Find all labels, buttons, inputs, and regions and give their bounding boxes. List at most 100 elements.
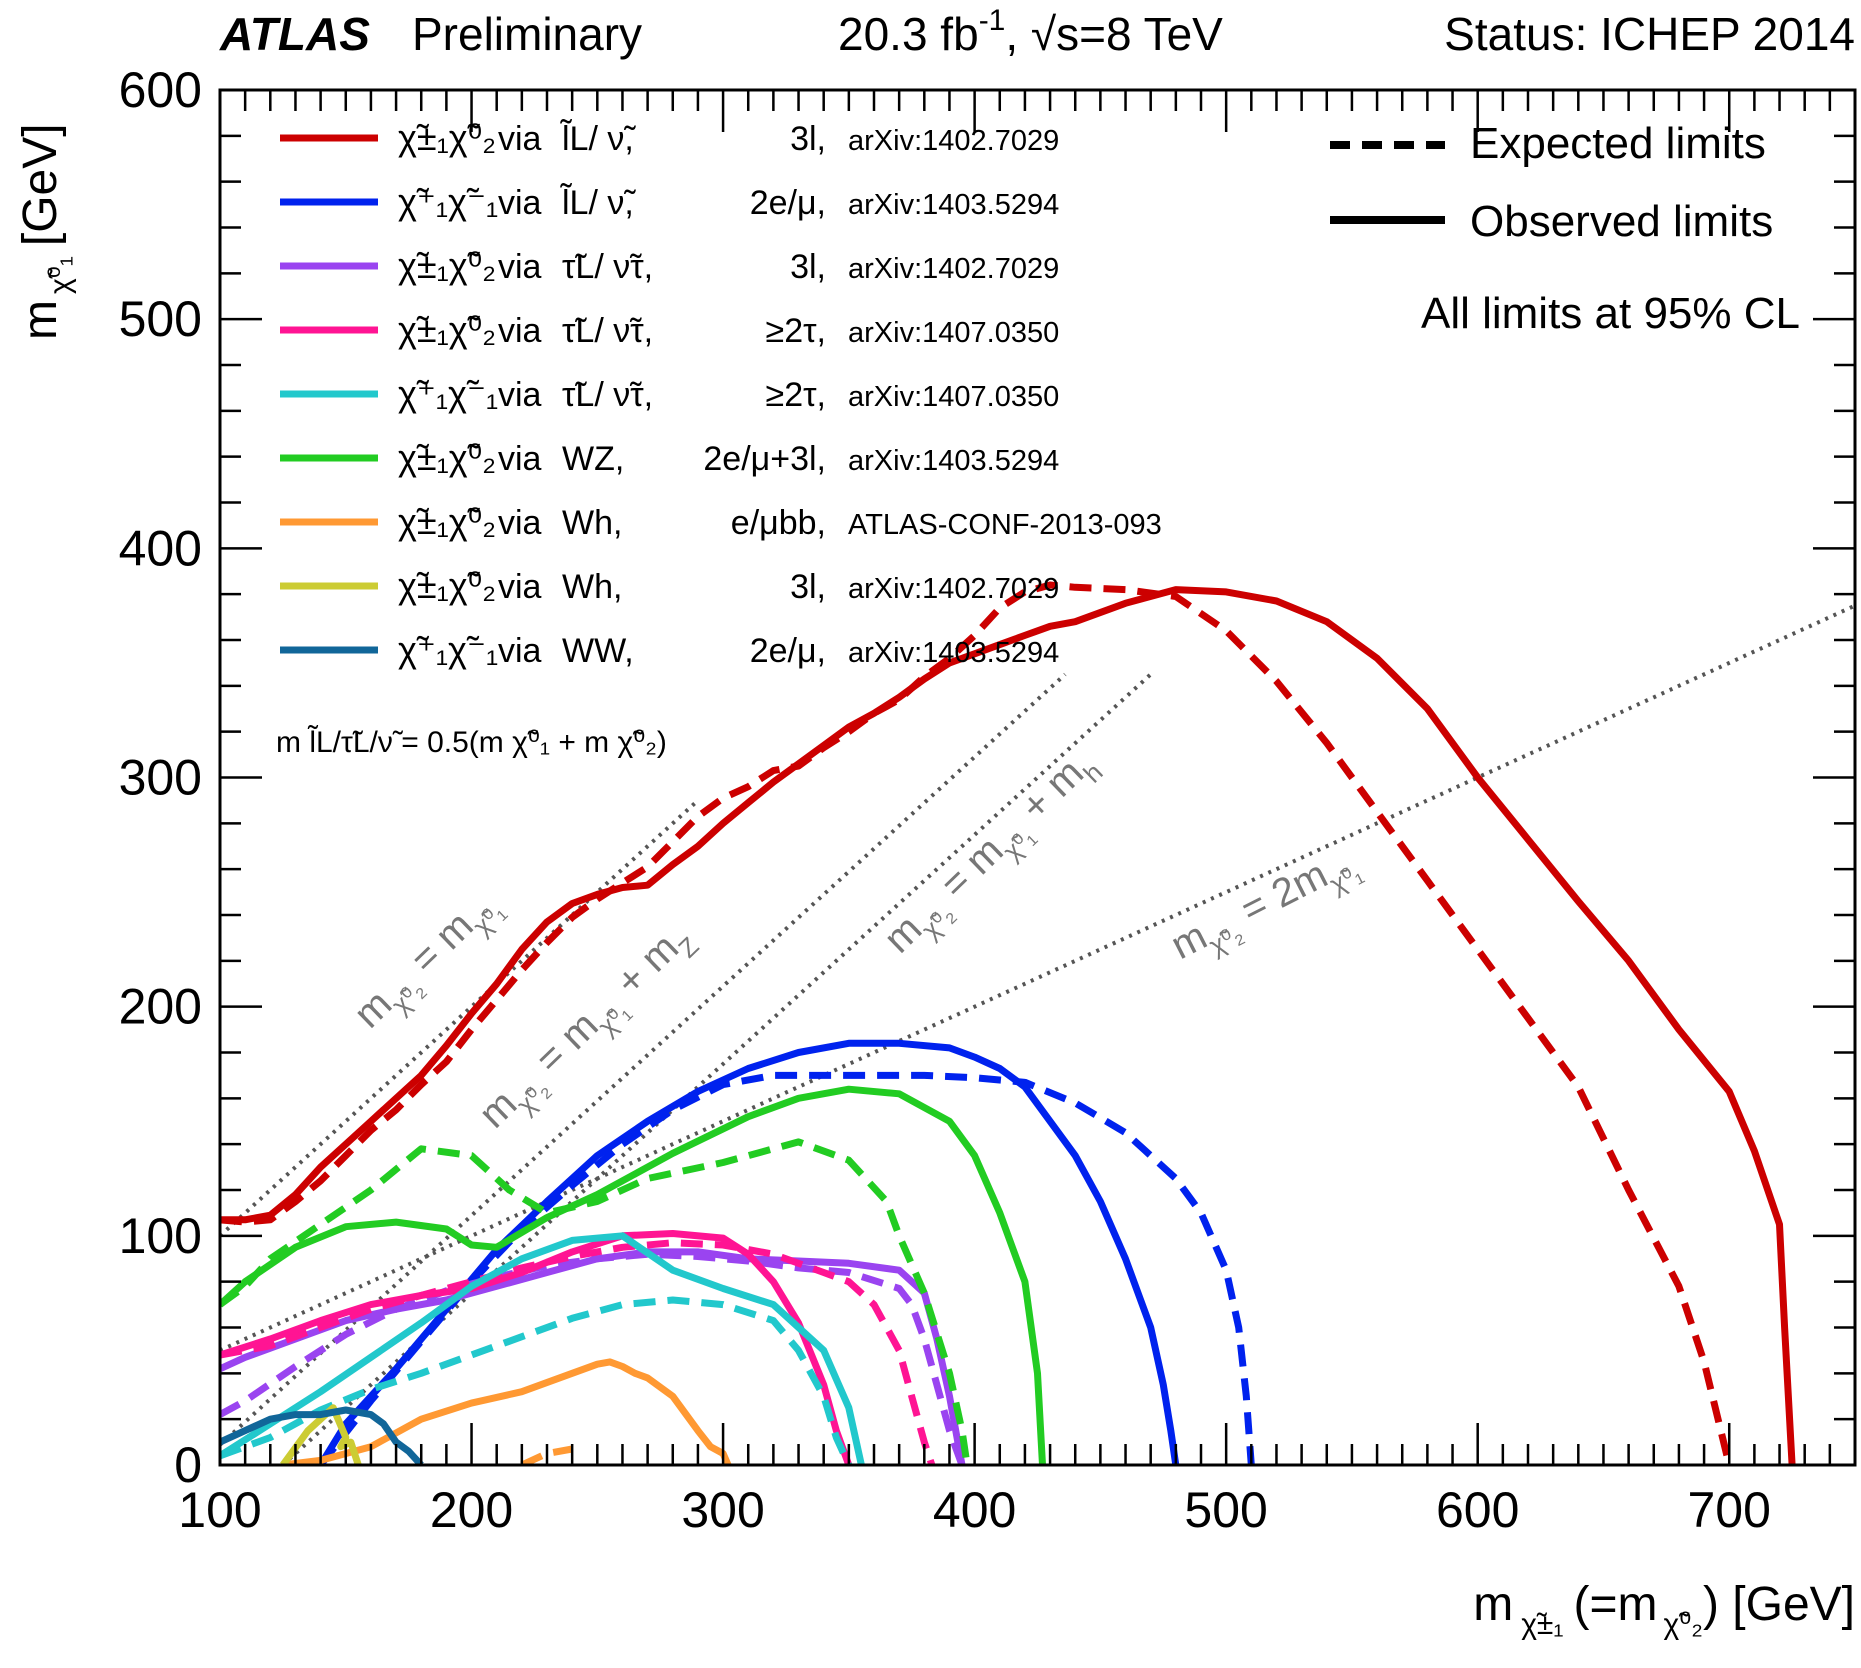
- header-status: Status: ICHEP 2014: [1444, 8, 1855, 60]
- cl-note: All limits at 95% CL: [1421, 289, 1800, 338]
- x-tick-label: 600: [1436, 1482, 1519, 1538]
- series-1: [220, 586, 1796, 1465]
- legend-mediator: l̃L/ ν̃,: [560, 119, 637, 158]
- legend-process: χ̃±₁χ̃⁰₂: [398, 565, 496, 606]
- legend-via: via: [498, 568, 542, 606]
- legend-ref: arXiv:1403.5294: [848, 445, 1059, 477]
- legend-mediator: Wh,: [562, 568, 622, 606]
- x-tick-label: 700: [1688, 1482, 1771, 1538]
- kinematic-line-3: [220, 603, 1855, 1353]
- legend-mediator: WZ,: [562, 440, 624, 478]
- legend-entry-2: χ̃±₁χ̃⁰₂ via τ̃L/ ν̃τ, 3l, arXiv:1402.7029: [280, 245, 1059, 286]
- legend-mediator: WW,: [562, 632, 634, 670]
- header-energy: , √s=8 TeV: [1005, 8, 1223, 60]
- series-8: [220, 1296, 852, 1465]
- legend-channel: 2e/μ,: [750, 632, 826, 670]
- y-tick-label: 400: [119, 520, 202, 576]
- legend-entry-3: χ̃±₁χ̃⁰₂ via τ̃L/ ν̃τ, ≥2τ, arXiv:1407.0350: [280, 309, 1059, 350]
- legend-mediator: τ̃L/ ν̃τ,: [562, 312, 653, 350]
- kin-label-diag: mχ̃⁰₂ = mχ̃⁰₁: [346, 880, 512, 1043]
- x-tick-label: 100: [178, 1482, 261, 1538]
- legend-channel: ≥2τ,: [766, 312, 826, 350]
- kinematic-line-1: [220, 672, 1067, 1447]
- legend-via: via: [498, 120, 542, 158]
- y-tick-label: 100: [119, 1208, 202, 1264]
- legend-entry-0: χ̃±₁χ̃⁰₂ via l̃L/ ν̃, 3l, arXiv:1402.7029: [280, 117, 1059, 158]
- legend-via: via: [498, 632, 542, 670]
- slepton-note: m l̃L/τ̃L/ν̃ = 0.5(m χ̃⁰₁ + m χ̃⁰₂): [276, 725, 667, 759]
- x-tick-label: 400: [933, 1482, 1016, 1538]
- legend-channel: e/μbb,: [731, 504, 826, 542]
- legend-via: via: [498, 184, 542, 222]
- observed-legend-label: Observed limits: [1470, 197, 1773, 246]
- kin-label-2m: mχ̃⁰₂ = 2mχ̃⁰₁: [1164, 837, 1368, 976]
- legend-entry-1: χ̃⁺₁χ̃⁻₁ via l̃L/ ν̃, 2e/μ, arXiv:1403.5294: [280, 181, 1059, 222]
- legend-process: χ̃±₁χ̃⁰₂: [398, 309, 496, 350]
- y-axis-title: mχ̃⁰₁[GeV]: [14, 123, 77, 340]
- x-axis-title: m χ̃±₁ (=m χ̃⁰₂) [GeV]: [1473, 1578, 1855, 1641]
- expected-legend-label: Expected limits: [1470, 119, 1766, 168]
- legend-entry-5: χ̃±₁χ̃⁰₂ via WZ, 2e/μ+3l, arXiv:1403.5294: [280, 437, 1059, 478]
- legend-via: via: [498, 248, 542, 286]
- legend-process: χ̃⁺₁χ̃⁻₁: [398, 629, 498, 670]
- legend-via: via: [498, 376, 542, 414]
- legend-ref: arXiv:1403.5294: [848, 189, 1059, 221]
- legend-ref: arXiv:1402.7029: [848, 573, 1059, 605]
- y-tick-label: 500: [119, 291, 202, 347]
- legend-ref: arXiv:1407.0350: [848, 381, 1059, 413]
- series-9: [220, 1232, 865, 1465]
- legend-ref: arXiv:1407.0350: [848, 317, 1059, 349]
- series-14: [280, 1404, 362, 1465]
- header-lumi-exp: -1: [979, 4, 1006, 37]
- kinematic-line-2: [281, 672, 1153, 1465]
- header-atlas: ATLAS: [219, 8, 370, 60]
- y-tick-label: 200: [119, 979, 202, 1035]
- y-tick-label: 300: [119, 750, 202, 806]
- legend-channel: ≥2τ,: [766, 376, 826, 414]
- legend-process: χ̃±₁χ̃⁰₂: [398, 501, 496, 542]
- legend-channel: 2e/μ,: [750, 184, 826, 222]
- legend-ref: arXiv:1402.7029: [848, 253, 1059, 285]
- y-tick-label: 600: [119, 62, 202, 118]
- series-10: [220, 1138, 971, 1465]
- legend-channel: 3l,: [790, 568, 826, 606]
- x-tick-label: 300: [681, 1482, 764, 1538]
- legend-channel: 3l,: [790, 248, 826, 286]
- legend-entry-8: χ̃⁺₁χ̃⁻₁ via WW, 2e/μ, arXiv:1403.5294: [280, 629, 1059, 670]
- legend-entry-6: χ̃±₁χ̃⁰₂ via Wh, e/μbb, ATLAS-CONF-2013-093: [280, 501, 1162, 542]
- legend-entry-7: χ̃±₁χ̃⁰₂ via Wh, 3l, arXiv:1402.7029: [280, 565, 1059, 606]
- legend-via: via: [498, 440, 542, 478]
- legend-process: χ̃⁺₁χ̃⁻₁: [398, 373, 498, 414]
- legend-ref: arXiv:1403.5294: [848, 637, 1059, 669]
- legend-channel: 2e/μ+3l,: [703, 440, 826, 478]
- series-12: [282, 1358, 732, 1465]
- legend-process: χ̃±₁χ̃⁰₂: [398, 117, 496, 158]
- legend-via: via: [498, 504, 542, 542]
- legend-process: χ̃±₁χ̃⁰₂: [398, 437, 496, 478]
- legend-entry-4: χ̃⁺₁χ̃⁻₁ via τ̃L/ ν̃τ, ≥2τ, arXiv:1407.0350: [280, 373, 1059, 414]
- legend-process: χ̃⁺₁χ̃⁻₁: [398, 181, 498, 222]
- y-tick-label: 0: [174, 1437, 202, 1493]
- x-tick-label: 500: [1184, 1482, 1267, 1538]
- legend-mediator: l̃L/ ν̃,: [560, 183, 637, 222]
- legend-channel: 3l,: [790, 120, 826, 158]
- header-preliminary: Preliminary: [412, 8, 642, 60]
- limit-contours: [220, 581, 1796, 1465]
- legend-via: via: [498, 312, 542, 350]
- header-lumi-base: 20.3 fb: [838, 8, 979, 60]
- x-tick-label: 200: [430, 1482, 513, 1538]
- series-0: [220, 581, 1733, 1465]
- legend-mediator: τ̃L/ ν̃τ,: [562, 248, 653, 286]
- legend-ref: ATLAS-CONF-2013-093: [848, 509, 1162, 541]
- legend-process: χ̃±₁χ̃⁰₂: [398, 245, 496, 286]
- series-15: [220, 1406, 424, 1465]
- series-2: [317, 1071, 1255, 1465]
- kin-label-mh: mχ̃⁰₂ = mχ̃⁰₁ + mh: [876, 740, 1109, 968]
- legend-mediator: Wh,: [562, 504, 622, 542]
- legend: χ̃±₁χ̃⁰₂ via l̃L/ ν̃, 3l, arXiv:1402.7029χ̃⁺…: [280, 117, 1162, 670]
- legend-ref: arXiv:1402.7029: [848, 125, 1059, 157]
- series-7: [220, 1230, 853, 1465]
